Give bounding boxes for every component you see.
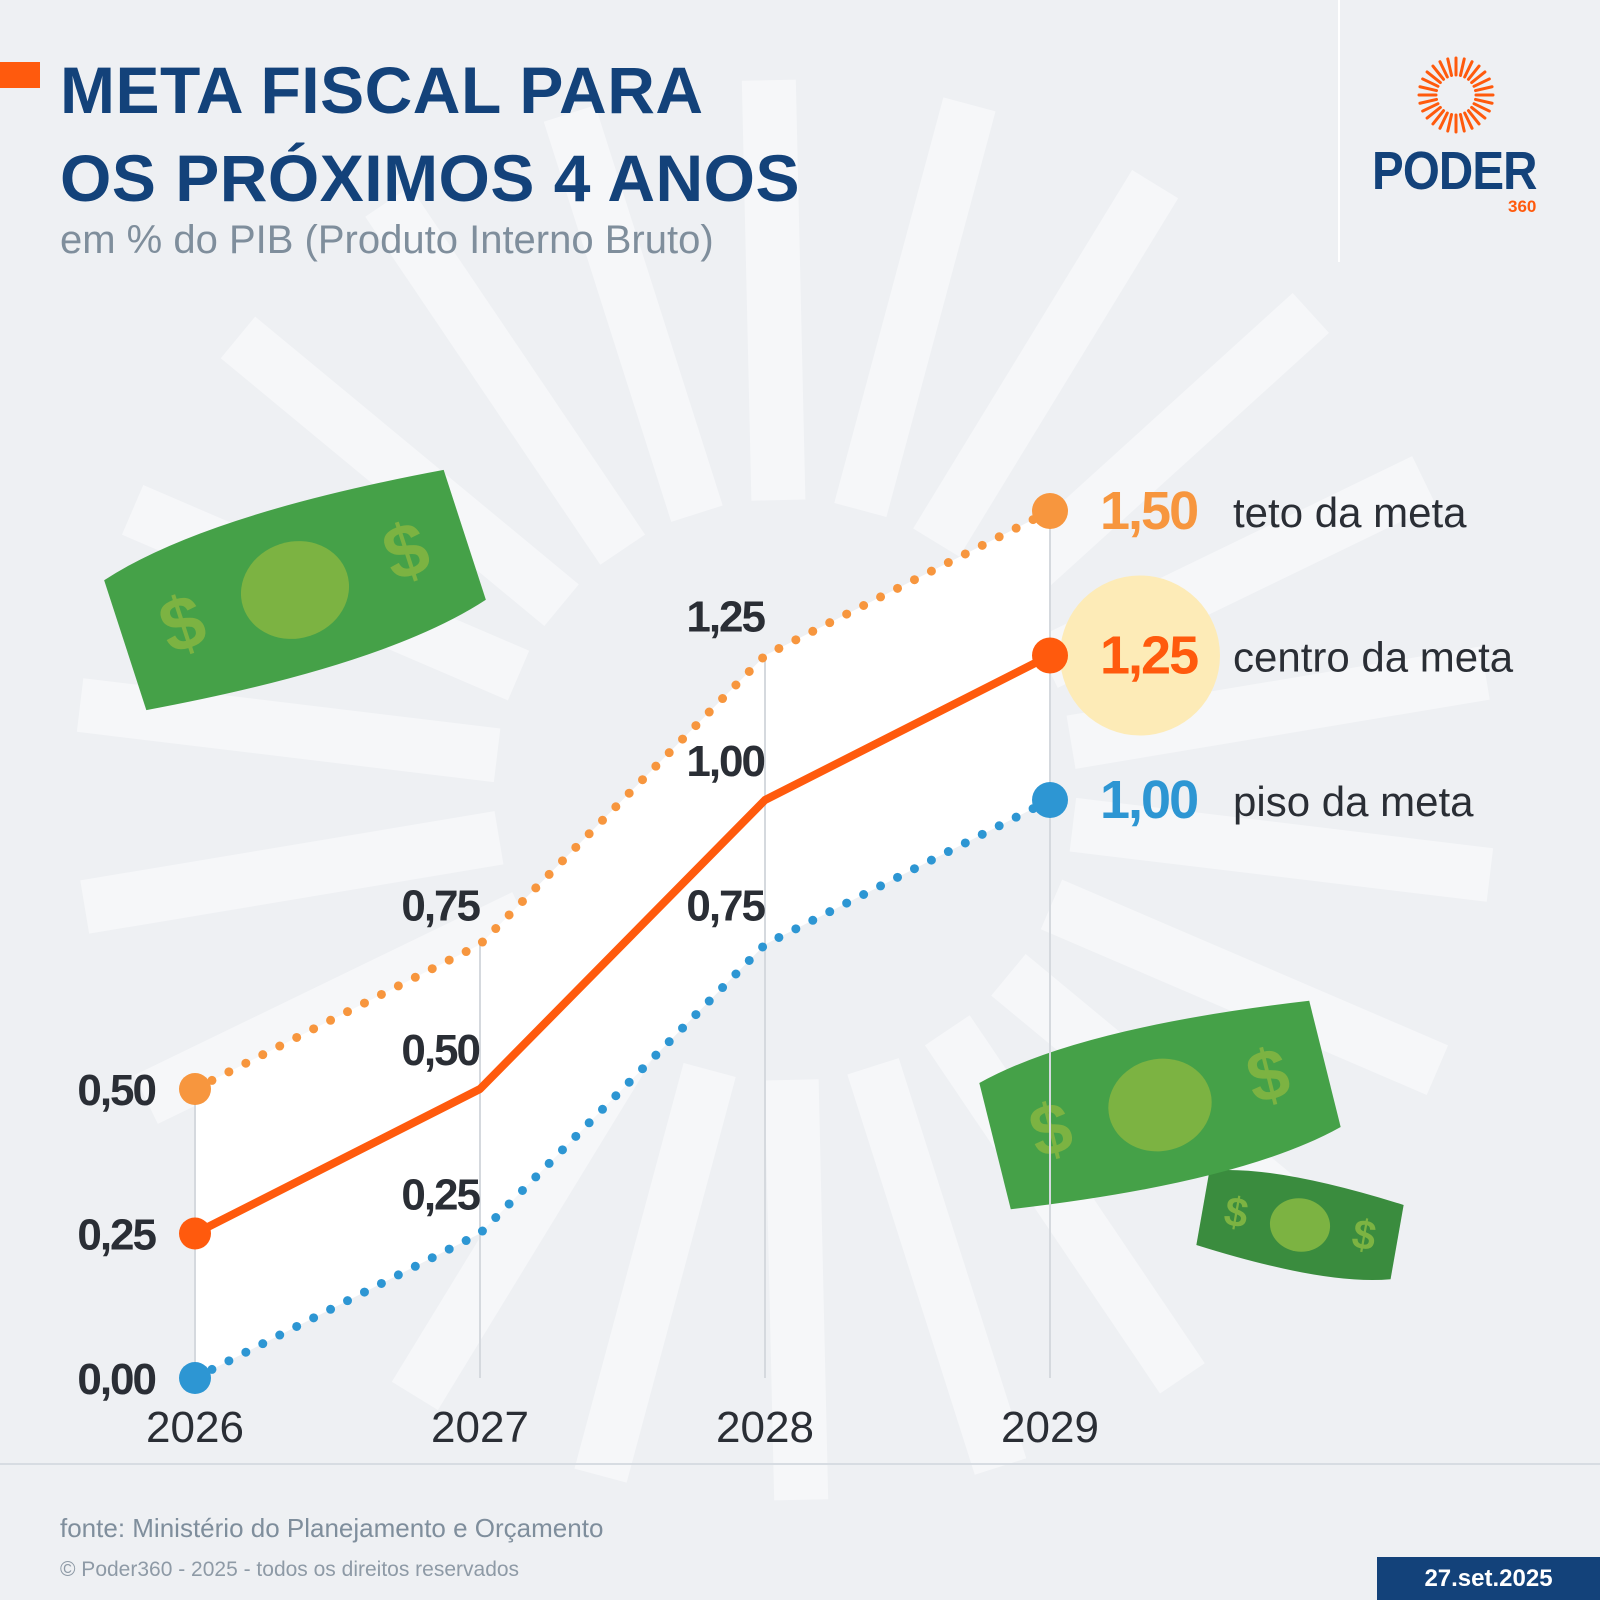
x-tick-label: 2029 (1001, 1403, 1099, 1452)
background-ray (80, 811, 504, 934)
start-point-centro (179, 1217, 211, 1250)
title-accent-bar (0, 62, 40, 88)
dollar-bill-icon: $$ (104, 469, 486, 711)
logo-ray (1438, 60, 1449, 79)
logo-ray (1472, 102, 1491, 113)
background-ray (913, 170, 1179, 557)
x-tick-label: 2028 (716, 1403, 814, 1452)
logo-ray (1438, 111, 1449, 130)
background-ray (1069, 797, 1494, 902)
logo-ray (1431, 109, 1446, 126)
end-value-label: 1,50 (1100, 481, 1197, 541)
end-value-label: 1,25 (1100, 626, 1198, 686)
start-point-piso (179, 1362, 211, 1394)
logo-ray (1418, 97, 1439, 105)
logo-ray (1418, 85, 1439, 93)
logo-ray (1473, 97, 1494, 105)
logo-ray (1470, 105, 1487, 120)
highlight-circle (1060, 575, 1220, 736)
data-label: 0,50 (77, 1066, 155, 1115)
background-ray (1066, 646, 1490, 769)
background-ray (834, 97, 996, 517)
dollar-bill-icon: $$ (1196, 1169, 1404, 1281)
logo-divider (1338, 0, 1340, 262)
end-value-label: 1,00 (1100, 770, 1197, 830)
title-line-2: OS PRÓXIMOS 4 ANOS (60, 141, 801, 215)
data-label: 1,00 (686, 737, 764, 786)
sun-rays-logo-icon (1417, 56, 1495, 134)
logo-ray (1458, 57, 1466, 78)
background-ray (981, 292, 1329, 616)
logo-ray (1458, 112, 1466, 133)
date-badge: 27.set.2025 (1377, 1557, 1600, 1600)
data-label: 0,00 (77, 1355, 155, 1404)
footer-divider (0, 1463, 1600, 1465)
end-point-teto (1032, 493, 1068, 529)
background-ray (365, 186, 646, 565)
poder360-logo: PODER 360 (1370, 55, 1550, 225)
legend-label: centro da meta (1233, 634, 1514, 681)
background-ray (741, 79, 806, 501)
logo-ray (1472, 77, 1491, 88)
logo-ray (1431, 64, 1446, 81)
logo-ray (1421, 77, 1440, 88)
data-label: 0,25 (401, 1171, 480, 1220)
copyright-note: © Poder360 - 2025 - todos os direitos re… (60, 1558, 520, 1581)
end-point-centro (1032, 637, 1068, 674)
logo-ray (1466, 64, 1481, 81)
data-label: 0,50 (401, 1026, 479, 1075)
data-label: 0,75 (686, 882, 765, 931)
logo-number: 360 (1508, 197, 1537, 216)
legend-label: teto da meta (1233, 489, 1467, 536)
logo-ray (1421, 102, 1440, 113)
title-line-1: META FISCAL PARA (60, 53, 704, 127)
x-tick-label: 2027 (431, 1403, 529, 1452)
data-label: 0,25 (77, 1211, 156, 1260)
logo-ray (1446, 112, 1454, 133)
background-ray (134, 892, 536, 1124)
x-tick-label: 2026 (146, 1403, 244, 1452)
background-ray (76, 678, 501, 783)
end-point-piso (1032, 782, 1068, 818)
background-ray (220, 316, 579, 626)
logo-ray (1473, 85, 1494, 93)
data-label: 1,25 (686, 593, 765, 642)
background-ray (574, 1063, 736, 1483)
data-label: 0,75 (401, 882, 480, 931)
background-ray (543, 105, 723, 522)
logo-ray (1466, 109, 1481, 126)
logo-ray (1463, 111, 1474, 130)
start-point-teto (179, 1073, 211, 1105)
logo-ray (1425, 105, 1442, 120)
source-note: fonte: Ministério do Planejamento e Orça… (60, 1513, 604, 1543)
background-ray (1040, 879, 1449, 1095)
logo-wordmark: PODER (1372, 141, 1537, 201)
background-ray (847, 1058, 1027, 1475)
page-title: META FISCAL PARA OS PRÓXIMOS 4 ANOS (60, 46, 1260, 222)
background-ray (764, 1079, 829, 1501)
logo-ray (1463, 60, 1474, 79)
logo-ray (1425, 70, 1442, 85)
logo-ray (1446, 57, 1454, 78)
logo-ray (1470, 70, 1487, 85)
legend-label: piso da meta (1233, 778, 1474, 825)
series-line-centro (193, 651, 1052, 1238)
page-subtitle: em % do PIB (Produto Interno Bruto) (60, 218, 714, 262)
